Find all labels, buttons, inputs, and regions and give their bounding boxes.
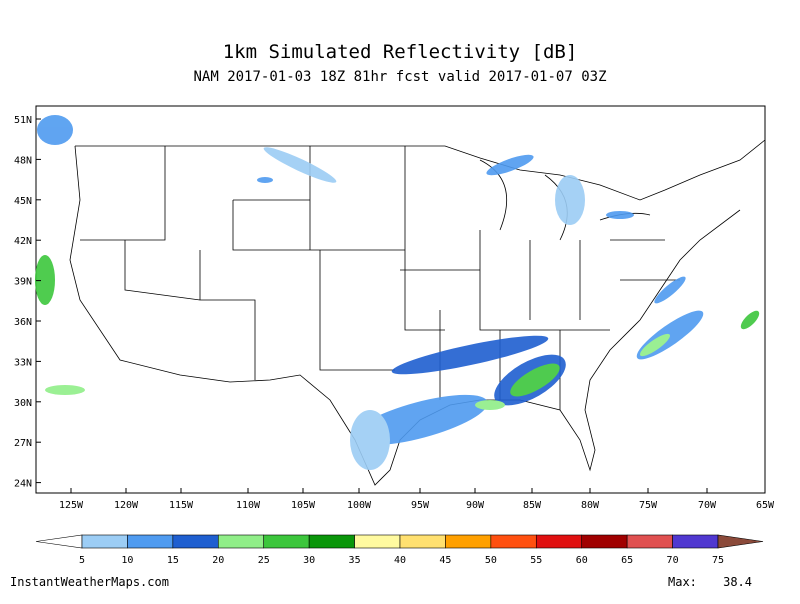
lat-label: 39N	[14, 277, 32, 288]
colorbar-label: 65	[621, 555, 633, 566]
colorbar-label: 50	[485, 555, 497, 566]
colorbar-high	[717, 534, 764, 549]
lat-label: 51N	[14, 115, 32, 126]
colorbar-label: 75	[712, 555, 724, 566]
lon-label: 105W	[291, 500, 316, 511]
lon-label: 80W	[581, 500, 600, 511]
lon-label: 65W	[756, 500, 775, 511]
lon-label: 100W	[347, 500, 372, 511]
colorbar-label: 60	[576, 555, 588, 566]
colorbar-segment	[445, 534, 492, 549]
colorbar-label: 25	[258, 555, 270, 566]
colorbar-label: 15	[167, 555, 179, 566]
lat-label: 33N	[14, 357, 32, 368]
lon-label: 90W	[466, 500, 485, 511]
lat-label: 30N	[14, 398, 32, 409]
colorbar: 5 10 15 20 25 30 35 40 45 50 55 60 65 70 75	[35, 534, 764, 566]
max-label: Max:	[668, 575, 697, 589]
colorbar-segment	[217, 534, 265, 549]
colorbar-label: 35	[349, 555, 361, 566]
colorbar-segment	[490, 534, 537, 549]
colorbar-segment	[127, 534, 174, 549]
subtitle: NAM 2017-01-03 18Z 81hr fcst valid 2017-…	[193, 69, 606, 85]
colorbar-segment	[535, 534, 583, 549]
title: 1km Simulated Reflectivity [dB]	[223, 41, 578, 63]
colorbar-label: 70	[667, 555, 679, 566]
lon-label: 110W	[236, 500, 261, 511]
lon-label: 120W	[114, 500, 139, 511]
lon-label: 95W	[411, 500, 430, 511]
colorbar-segment	[399, 534, 446, 549]
colorbar-segment	[626, 534, 673, 549]
lon-label: 70W	[698, 500, 717, 511]
colorbar-label: 5	[79, 555, 85, 566]
colorbar-segment	[263, 534, 310, 549]
precipitation	[35, 115, 760, 470]
colorbar-label: 45	[439, 555, 451, 566]
longitude-labels: 125W 120W 115W 110W 105W 100W 95W 90W 85W 80W 75W 7…	[59, 488, 775, 511]
lat-label: 27N	[14, 438, 32, 449]
colorbar-label: 10	[121, 555, 133, 566]
colorbar-segment	[81, 534, 128, 549]
lon-label: 75W	[639, 500, 658, 511]
colorbar-segment	[172, 534, 219, 549]
colorbar-segment	[308, 534, 355, 549]
colorbar-segment	[354, 534, 401, 549]
lat-label: 24N	[14, 479, 32, 490]
source: InstantWeatherMaps.com	[10, 575, 169, 589]
lat-label: 48N	[14, 155, 32, 166]
colorbar-label: 20	[212, 555, 224, 566]
lat-label: 42N	[14, 236, 32, 247]
lat-label: 45N	[14, 196, 32, 207]
colorbar-segment	[672, 534, 719, 549]
lon-label: 85W	[523, 500, 542, 511]
colorbar-label: 40	[394, 555, 406, 566]
colorbar-label: 55	[530, 555, 542, 566]
lat-label: 36N	[14, 317, 32, 328]
max-value: 38.4	[723, 575, 752, 589]
colorbar-segment	[581, 534, 628, 549]
latitude-labels: 51N 48N 45N 42N 39N 36N 33N 30N 27N 24N	[14, 115, 41, 490]
lon-label: 115W	[169, 500, 194, 511]
colorbar-label: 30	[303, 555, 315, 566]
lon-label: 125W	[59, 500, 84, 511]
